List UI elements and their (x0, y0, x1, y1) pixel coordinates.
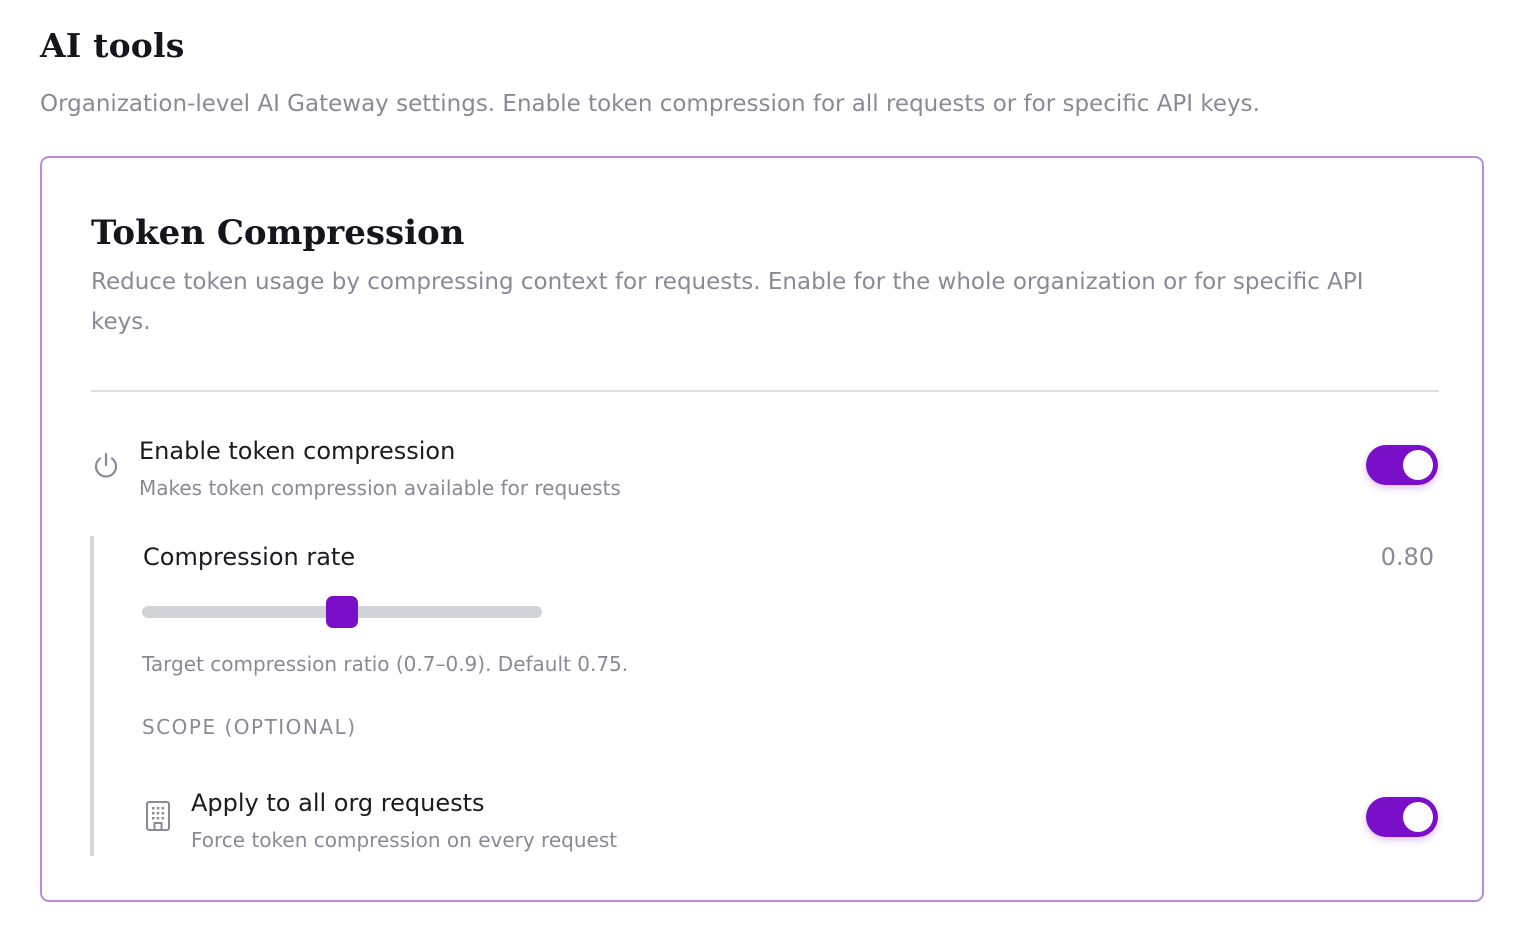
divider (91, 390, 1439, 392)
compression-rate-slider-thumb[interactable] (326, 596, 358, 628)
page-title: AI tools (40, 26, 185, 65)
apply-all-subtitle: Force token compression on every request (191, 828, 618, 852)
compression-rate-value: 0.80 (1380, 543, 1434, 571)
card-description: Reduce token usage by compressing contex… (91, 269, 1364, 335)
compression-rate-label: Compression rate (143, 543, 356, 571)
apply-all-title: Apply to all org requests (191, 789, 485, 817)
compression-rate-hint: Target compression ratio (0.7–0.9). Defa… (142, 652, 629, 676)
page-subtitle: Organization-level AI Gateway settings. … (40, 91, 1260, 117)
card-title: Token Compression (91, 213, 465, 253)
enable-compression-toggle[interactable] (1366, 445, 1438, 485)
scope-section-label: SCOPE (OPTIONAL) (142, 715, 357, 739)
building-icon (146, 801, 170, 831)
enable-compression-subtitle: Makes token compression available for re… (139, 476, 621, 500)
nested-settings-indicator (90, 536, 94, 856)
power-icon (94, 452, 118, 478)
toggle-knob (1403, 802, 1433, 832)
enable-compression-title: Enable token compression (139, 437, 456, 465)
apply-all-toggle[interactable] (1366, 797, 1438, 837)
token-compression-card: Token Compression Reduce token usage by … (40, 156, 1484, 902)
toggle-knob (1403, 450, 1433, 480)
